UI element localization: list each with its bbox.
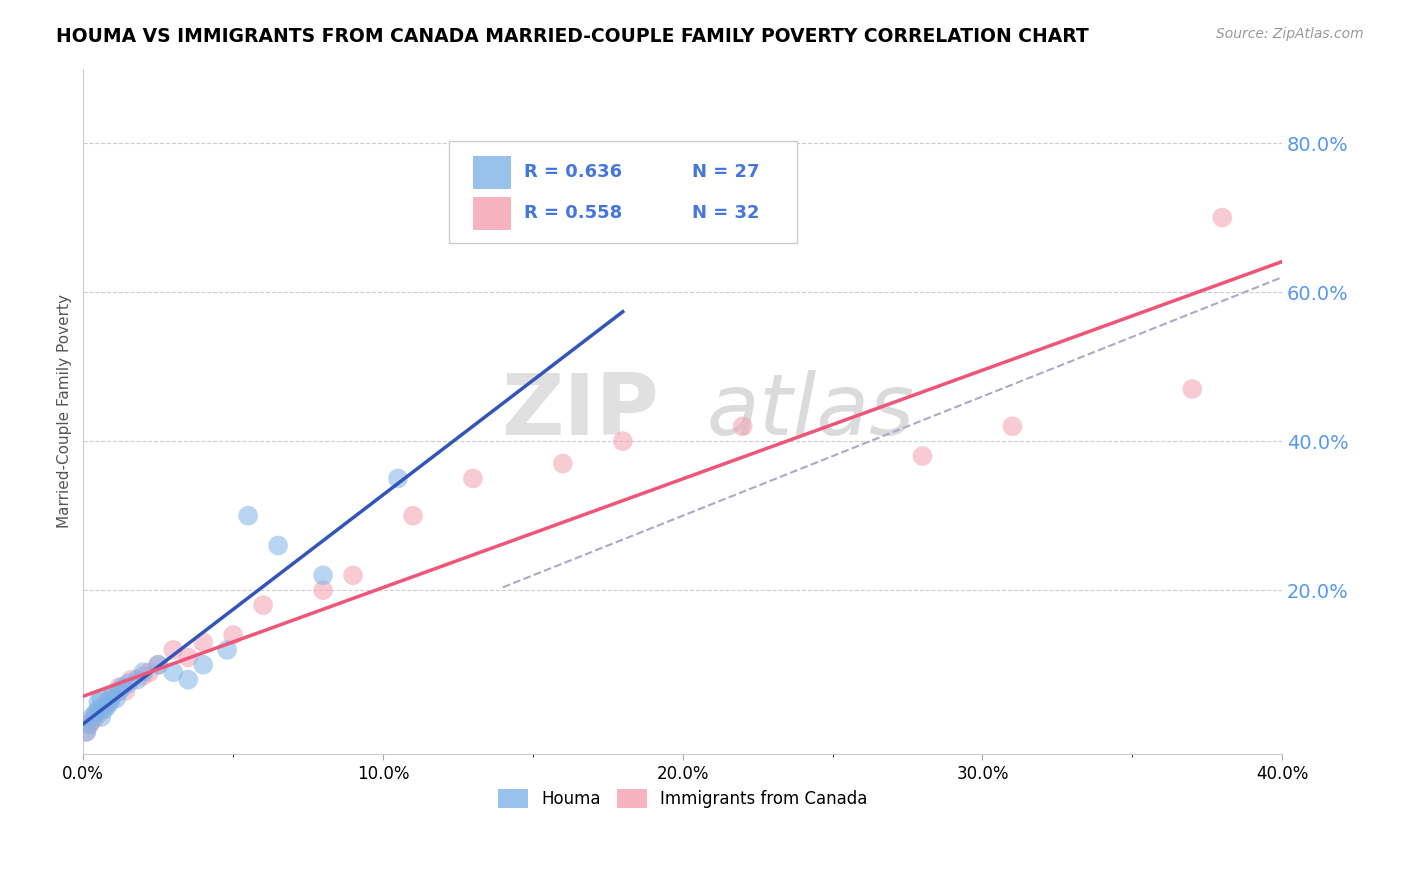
Point	[387, 471, 409, 485]
Point	[103, 688, 125, 702]
Point	[90, 691, 112, 706]
Point	[193, 657, 215, 672]
Legend: Houma, Immigrants from Canada: Houma, Immigrants from Canada	[491, 782, 875, 814]
Text: HOUMA VS IMMIGRANTS FROM CANADA MARRIED-COUPLE FAMILY POVERTY CORRELATION CHART: HOUMA VS IMMIGRANTS FROM CANADA MARRIED-…	[56, 27, 1090, 45]
Point	[103, 688, 125, 702]
Point	[162, 643, 184, 657]
Point	[82, 714, 104, 728]
Point	[236, 508, 259, 523]
Point	[222, 628, 245, 642]
Point	[217, 643, 239, 657]
Point	[148, 657, 170, 672]
Text: Source: ZipAtlas.com: Source: ZipAtlas.com	[1216, 27, 1364, 41]
Point	[551, 457, 574, 471]
Point	[177, 673, 200, 687]
Point	[75, 724, 97, 739]
Point	[79, 717, 101, 731]
Point	[120, 673, 142, 687]
Point	[111, 680, 134, 694]
Point	[90, 710, 112, 724]
Text: R = 0.636: R = 0.636	[524, 163, 623, 181]
Text: N = 32: N = 32	[692, 204, 759, 222]
Point	[612, 434, 634, 449]
Point	[79, 717, 101, 731]
Point	[114, 684, 136, 698]
Point	[461, 471, 484, 485]
Point	[87, 706, 110, 721]
Point	[193, 635, 215, 649]
Text: R = 0.558: R = 0.558	[524, 204, 623, 222]
Point	[402, 508, 425, 523]
Point	[98, 691, 121, 706]
Point	[148, 657, 170, 672]
Point	[84, 706, 107, 721]
Point	[267, 539, 290, 553]
Point	[1211, 211, 1233, 225]
Point	[342, 568, 364, 582]
Point	[132, 669, 155, 683]
Point	[96, 695, 118, 709]
Point	[84, 710, 107, 724]
Point	[1001, 419, 1024, 434]
Point	[93, 698, 115, 713]
Point	[252, 598, 274, 612]
Point	[96, 698, 118, 713]
Bar	[472, 197, 512, 229]
Point	[127, 673, 149, 687]
Point	[132, 665, 155, 680]
Bar	[472, 155, 512, 188]
Point	[138, 665, 160, 680]
Text: atlas: atlas	[707, 370, 915, 453]
Point	[108, 684, 131, 698]
Text: ZIP: ZIP	[501, 370, 659, 453]
Point	[108, 680, 131, 694]
Point	[82, 710, 104, 724]
Point	[90, 702, 112, 716]
Point	[731, 419, 754, 434]
Point	[162, 665, 184, 680]
Point	[117, 676, 139, 690]
Y-axis label: Married-Couple Family Poverty: Married-Couple Family Poverty	[58, 294, 72, 528]
Text: N = 27: N = 27	[692, 163, 759, 181]
Point	[312, 583, 335, 598]
Point	[312, 568, 335, 582]
Point	[87, 695, 110, 709]
Point	[105, 691, 128, 706]
Point	[1181, 382, 1204, 396]
Point	[98, 695, 121, 709]
Point	[93, 702, 115, 716]
FancyBboxPatch shape	[449, 141, 797, 244]
Point	[87, 702, 110, 716]
Point	[177, 650, 200, 665]
Point	[75, 724, 97, 739]
Point	[911, 449, 934, 463]
